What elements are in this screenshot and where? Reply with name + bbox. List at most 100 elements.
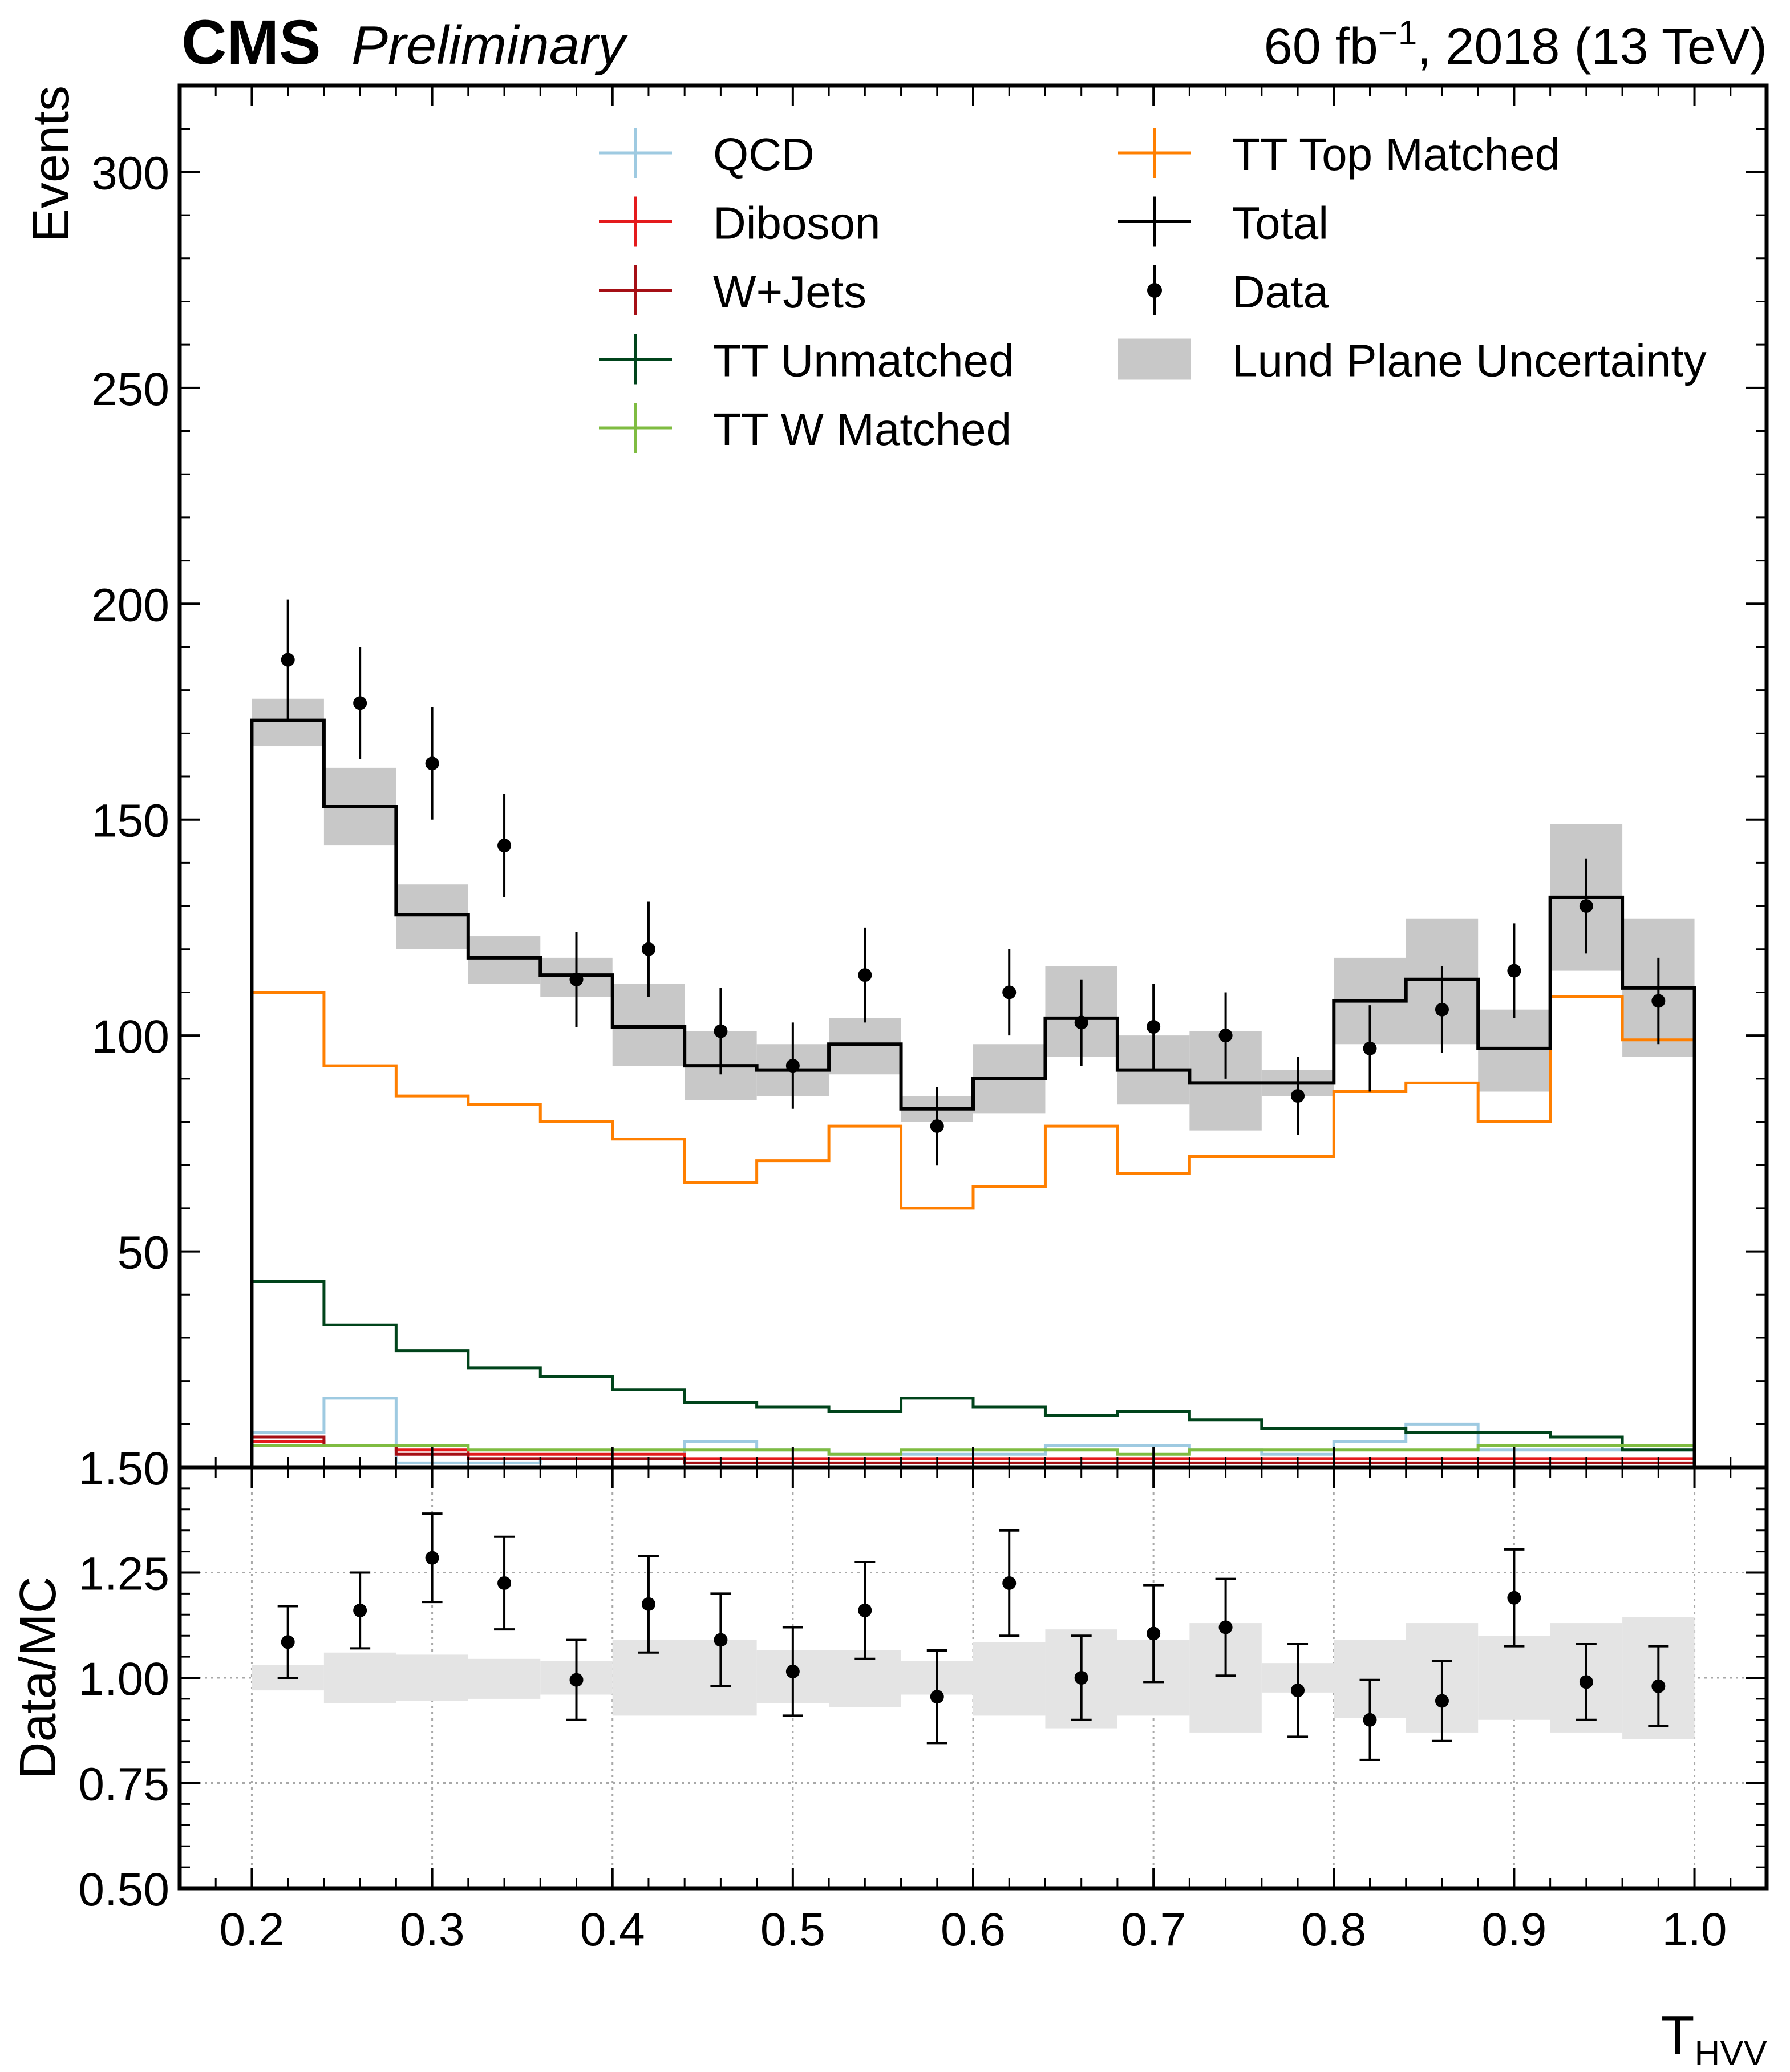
legend-label: Data [1232,266,1329,317]
ratio-band-bin-2 [396,1654,468,1701]
ratio-ytick-label: 0.75 [78,1759,169,1811]
ratio-xtick-label: 0.6 [941,1904,1006,1956]
legend-label: Diboson [713,198,881,249]
ratio-xtick-label: 1.0 [1662,1904,1727,1956]
lumi-prefix: 60 fb [1264,18,1378,75]
data-point-6 [714,1024,728,1038]
ratio-point-5 [641,1597,655,1611]
data-point-1 [353,696,367,710]
ratio-point-18 [1579,1675,1593,1689]
legend-item-lund-plane-uncertainty: Lund Plane Uncertainty [1118,335,1707,386]
data-point-18 [1579,899,1593,913]
data-point-3 [497,839,512,853]
ratio-point-3 [497,1576,512,1590]
x-axis-label: THVV [1661,2005,1768,2072]
ratio-point-8 [858,1603,872,1617]
data-points [281,599,1666,1166]
ratio-point-6 [714,1633,728,1647]
legend-label: W+Jets [713,266,866,317]
ratio-xtick-label: 0.5 [760,1904,825,1956]
ratio-ytick-label: 0.50 [78,1864,169,1916]
lumi-sup: −1 [1378,14,1417,52]
main-ytick-label: 100 [91,1011,169,1063]
ratio-point-1 [353,1603,367,1617]
data-point-7 [785,1059,800,1073]
ratio-xtick-label: 0.3 [400,1904,465,1956]
x-axis-label-main: T [1661,2005,1695,2066]
data-point-9 [930,1119,944,1134]
legend-item-total: Total [1118,196,1329,249]
ratio-point-9 [930,1690,944,1704]
lumi-suffix: , 2018 (13 TeV) [1417,18,1767,75]
main-ytick-label: 250 [91,363,169,415]
ratio-ytick-label: 1.00 [78,1653,169,1705]
ratio-point-11 [1074,1671,1088,1685]
main-panel: 50 100 150 200 250 300 Events QCD Diboson W+Jet… [23,83,1769,1470]
ratio-point-4 [569,1673,584,1687]
main-ytick-label: 200 [91,579,169,631]
legend-item-w-jets: W+Jets [599,265,866,317]
legend: QCD Diboson W+Jets TT Unmatched TT W Matched… [599,128,1707,455]
legend-swatch [1147,283,1162,298]
data-point-5 [641,942,655,956]
legend-item-qcd: QCD [599,128,815,180]
legend-label: TT W Matched [713,404,1011,455]
main-frame [177,83,1769,1470]
main-ytick-label: 50 [118,1227,169,1279]
ratio-xtick-label: 0.8 [1301,1904,1366,1956]
ratio-ytick-label: 1.25 [78,1548,169,1600]
ratio-xtick-label: 0.4 [580,1904,645,1956]
ratio-frame [177,1465,1769,1891]
ratio-point-2 [425,1551,439,1565]
ratio-band-bin-3 [468,1658,541,1699]
data-point-0 [281,653,295,667]
legend-item-tt-top-matched: TT Top Matched [1118,128,1560,180]
data-point-4 [569,972,584,986]
series-tt-top-matched [250,990,1696,1467]
band-bin-5 [612,984,685,1066]
data-point-14 [1291,1089,1305,1103]
ratio-band-bin-17 [1478,1636,1550,1720]
data-point-12 [1147,1019,1161,1034]
ratio-point-17 [1507,1591,1521,1605]
ratio-xtick-label: 0.2 [219,1904,284,1956]
ratio-xtick-label: 0.7 [1121,1904,1186,1956]
series-total [250,718,1696,1467]
main-ytick-label: 150 [91,795,169,847]
data-point-17 [1507,964,1521,978]
status-label: Preliminary [351,15,628,76]
main-ytick-label: 300 [91,147,169,199]
ratio-point-16 [1435,1694,1449,1708]
x-axis-label-sub: HVV [1695,2034,1768,2072]
ratio-point-14 [1291,1684,1305,1698]
ratio-point-7 [785,1664,800,1678]
data-point-10 [1002,985,1017,999]
data-point-2 [425,756,439,771]
band-bin-8 [829,1018,901,1075]
data-point-15 [1363,1041,1377,1055]
ratio-points [277,1512,1669,1761]
legend-item-tt-unmatched: TT Unmatched [599,334,1014,386]
data-point-11 [1074,1015,1088,1030]
legend-label: Total [1232,198,1329,249]
data-point-13 [1218,1029,1233,1043]
band-bin-17 [1478,1009,1550,1092]
legend-item-diboson: Diboson [599,196,881,249]
band-bin-2 [396,884,468,949]
legend-item-data: Data [1147,265,1329,317]
experiment-label: CMS [181,7,321,78]
main-ylabel: Events [23,86,80,242]
legend-swatch [1118,338,1191,380]
ratio-panel: 0.50 0.75 1.00 1.25 1.50 0.2 0.3 0.4 0.5 0.6 0.7 0.… [10,1443,1769,2072]
legend-item-tt-w-matched: TT W Matched [599,403,1011,455]
ratio-point-19 [1651,1679,1666,1693]
legend-label: TT Top Matched [1232,129,1560,180]
legend-label: QCD [713,129,815,180]
ratio-ylabel: Data/MC [10,1576,67,1779]
band-bin-3 [468,936,541,984]
ratio-xtick-label: 0.9 [1481,1904,1546,1956]
ratio-band-bin-10 [973,1642,1046,1716]
lumi-label: 60 fb−1, 2018 (13 TeV) [1264,14,1767,75]
mc-histograms [250,718,1696,1467]
